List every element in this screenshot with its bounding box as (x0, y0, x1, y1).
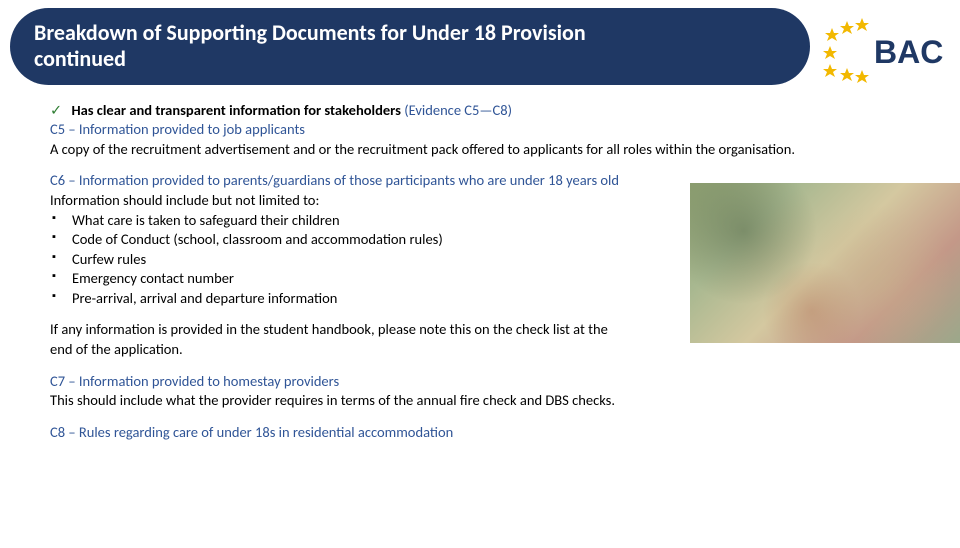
title-line-1: Breakdown of Supporting Documents for Un… (34, 19, 586, 46)
logo-stars (823, 18, 869, 83)
check-icon: ✓ (50, 101, 62, 119)
title-line-2: continued (34, 45, 126, 72)
content-area: ✓ Has clear and transparent information … (0, 93, 960, 464)
c5-title: C5 – Information provided to job applica… (50, 120, 305, 138)
c7-body: This should include what the provider re… (50, 391, 615, 409)
title-banner: Breakdown of Supporting Documents for Un… (10, 8, 810, 85)
intro-block: ✓ Has clear and transparent information … (50, 101, 910, 160)
c5-body: A copy of the recruitment advertisement … (50, 140, 795, 158)
intro-heading: Has clear and transparent information fo… (71, 101, 401, 119)
page-title: Breakdown of Supporting Documents for Un… (34, 20, 786, 73)
bac-logo: BAC (822, 18, 952, 83)
c7-block: C7 – Information provided to homestay pr… (50, 372, 910, 411)
list-item: What care is taken to safeguard their ch… (72, 211, 630, 231)
c6-lead: Information should include but not limit… (50, 191, 319, 209)
list-item: Code of Conduct (school, classroom and a… (72, 230, 630, 250)
c8-title: C8 – Rules regarding care of under 18s i… (50, 423, 453, 441)
list-item: Curfew rules (72, 250, 630, 270)
c8-block: C8 – Rules regarding care of under 18s i… (50, 423, 910, 443)
list-item: Emergency contact number (72, 269, 630, 289)
list-item: Pre-arrival, arrival and departure infor… (72, 289, 630, 309)
c6-list: What care is taken to safeguard their ch… (50, 211, 630, 309)
logo-text: BAC (874, 34, 943, 70)
c6-title: C6 – Information provided to parents/gua… (50, 171, 619, 189)
evidence-range: (Evidence C5—C8) (404, 101, 512, 119)
group-photo (690, 183, 960, 343)
handbook-note-text: If any information is provided in the st… (50, 320, 608, 358)
c7-title: C7 – Information provided to homestay pr… (50, 372, 339, 390)
